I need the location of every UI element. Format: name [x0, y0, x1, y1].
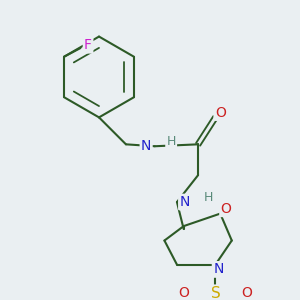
Text: N: N [141, 139, 151, 153]
Text: H: H [167, 135, 176, 148]
Text: O: O [220, 202, 231, 216]
Text: H: H [204, 191, 213, 204]
Text: O: O [215, 106, 226, 120]
Text: N: N [179, 195, 190, 209]
Text: O: O [178, 286, 189, 300]
Text: O: O [242, 286, 253, 300]
Text: S: S [211, 286, 220, 300]
Text: F: F [84, 38, 92, 52]
Text: N: N [213, 262, 224, 276]
